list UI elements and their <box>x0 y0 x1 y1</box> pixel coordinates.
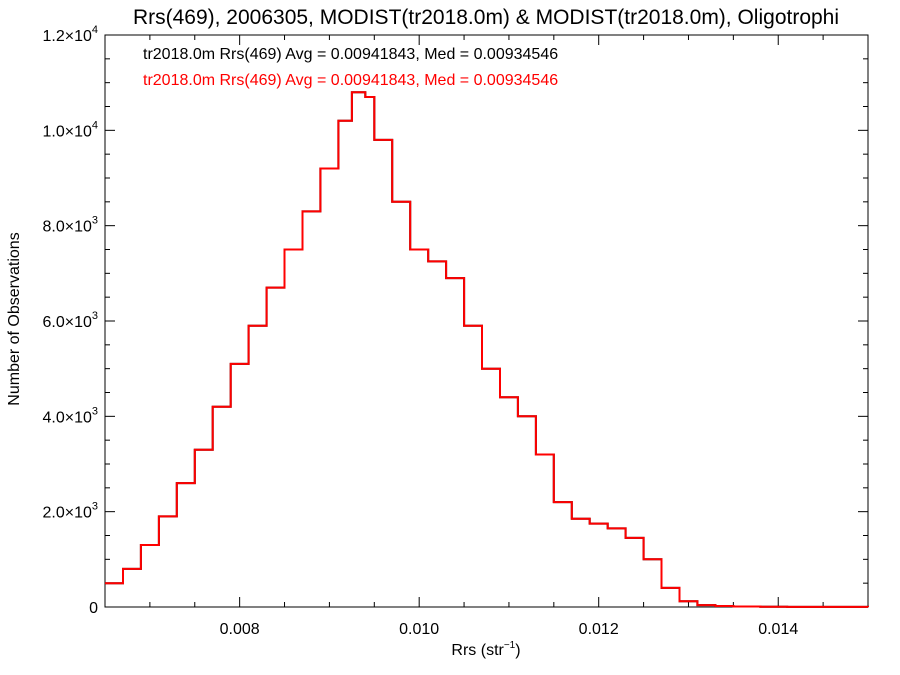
chart-title: Rrs(469), 2006305, MODIST(tr2018.0m) & M… <box>133 6 839 29</box>
y-tick-label: 4.0×103 <box>42 405 98 426</box>
x-tick-label: 0.012 <box>579 621 619 638</box>
series-line-2 <box>105 91 869 608</box>
plot-area: 0.008 0.010 0.012 0.014 0 2.0×103 4.0×103 6.0×1… <box>42 24 869 638</box>
legend-entry-2: tr2018.0m Rrs(469) Avg = 0.00941843, Med… <box>143 72 558 89</box>
legend: tr2018.0m Rrs(469) Avg = 0.00941843, Med… <box>143 46 558 89</box>
y-tick-label: 2.0×103 <box>42 501 98 522</box>
y-tick-label: 1.0×104 <box>42 119 98 140</box>
y-tick-label: 0 <box>89 600 98 617</box>
legend-entry-1: tr2018.0m Rrs(469) Avg = 0.00941843, Med… <box>143 46 558 63</box>
series-line-1 <box>105 91 869 608</box>
y-tick-label: 8.0×103 <box>42 215 98 236</box>
x-tick-label: 0.008 <box>220 621 260 638</box>
plot-frame <box>104 34 869 608</box>
y-tick-label: 6.0×103 <box>42 310 98 331</box>
x-tick-label: 0.014 <box>758 621 798 638</box>
y-tick-label: 1.2×104 <box>42 24 98 45</box>
y-axis-label: Number of Observations <box>6 232 23 405</box>
x-tick-label: 0.010 <box>399 621 439 638</box>
x-axis-label: Rrs (str−1) <box>451 640 520 659</box>
